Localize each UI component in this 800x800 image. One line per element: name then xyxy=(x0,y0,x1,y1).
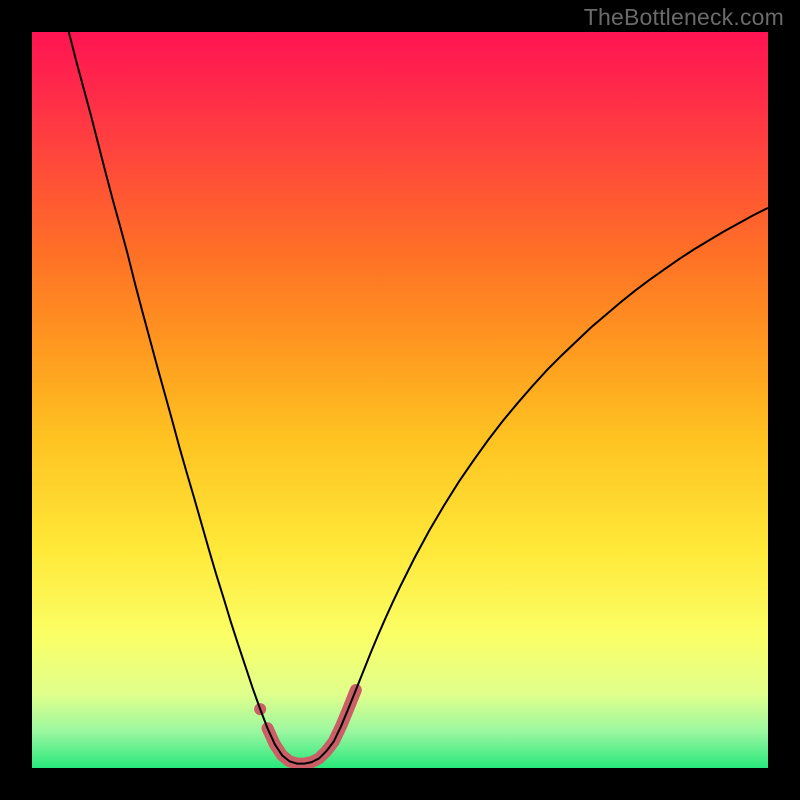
chart-root: TheBottleneck.com xyxy=(0,0,800,800)
plot-background xyxy=(32,32,768,768)
chart-svg xyxy=(0,0,800,800)
